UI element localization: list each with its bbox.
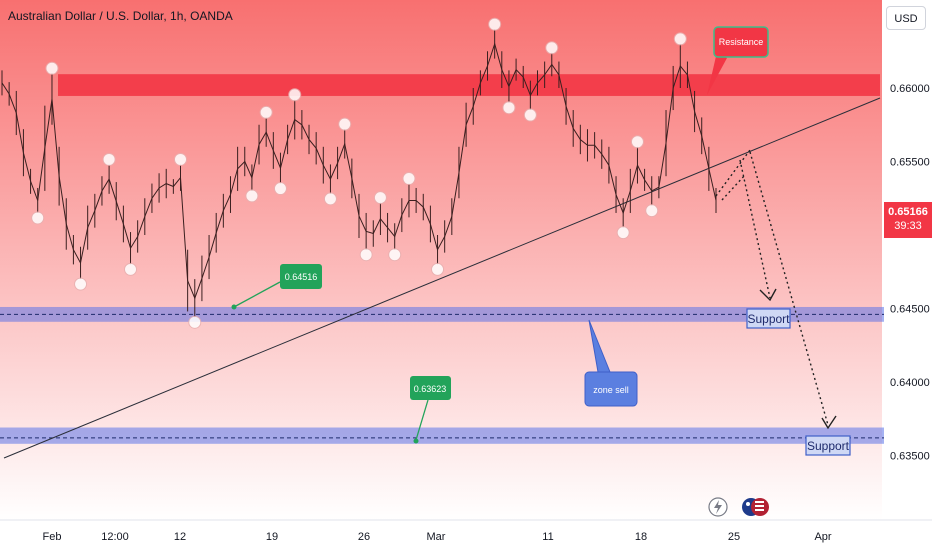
time-tick-label: Mar xyxy=(427,531,446,543)
pivot-high-marker xyxy=(545,41,559,55)
pivot-high-marker xyxy=(630,135,644,149)
pivot-low-marker xyxy=(245,189,259,203)
time-tick-label: Apr xyxy=(814,531,831,543)
time-axis-ticks: Feb 12:00 12 19 26 Mar 11 18 25 Apr xyxy=(43,531,832,543)
pivot-low-marker xyxy=(645,204,659,218)
currency-button[interactable]: USD xyxy=(886,6,926,30)
last-price: 0.65166 xyxy=(888,206,928,218)
price-tick-label: 0.64000 xyxy=(890,377,930,389)
pivot-high-marker xyxy=(174,152,187,166)
callout-resistance[interactable]: Resistance xyxy=(707,26,769,95)
pivot-high-marker xyxy=(288,88,302,102)
pivot-low-marker xyxy=(616,226,630,240)
price-path-layer xyxy=(1,29,717,318)
resistance-zone[interactable] xyxy=(58,74,880,96)
pivot-low-marker xyxy=(359,248,373,262)
pivot-markers xyxy=(31,17,687,329)
last-price-tag: 0.65166 39:33 xyxy=(884,202,932,238)
lightning-icon[interactable] xyxy=(708,497,728,517)
price-axis-background xyxy=(882,0,932,550)
time-tick-label: 19 xyxy=(266,531,278,543)
pivot-high-marker xyxy=(102,152,116,166)
price-tick-label: 0.64500 xyxy=(890,304,930,316)
pivot-high-marker xyxy=(488,17,502,31)
projection-arrows xyxy=(715,149,837,430)
pivot-low-marker xyxy=(502,101,516,115)
support-zone-2[interactable] xyxy=(0,427,884,444)
bar-countdown: 39:33 xyxy=(894,220,922,232)
price-tick-label: 0.65500 xyxy=(890,157,930,169)
callout-resistance-text: Resistance xyxy=(719,37,764,47)
pivot-high-marker xyxy=(45,61,59,75)
pivot-low-marker xyxy=(431,262,445,276)
callout-064516[interactable]: 0.64516 xyxy=(231,264,323,310)
pivot-low-marker xyxy=(273,182,287,196)
price-tick-label: 0.63500 xyxy=(890,451,930,463)
pivot-low-marker xyxy=(323,192,337,206)
pivot-low-marker xyxy=(124,262,138,276)
pivot-low-marker xyxy=(388,248,402,262)
callout-063623[interactable]: 0.63623 xyxy=(410,376,451,444)
time-axis-background xyxy=(0,520,932,550)
time-tick-label: 11 xyxy=(542,531,553,543)
time-tick-label: 26 xyxy=(358,531,370,543)
price-axis-ticks: 0.66000 0.65500 0.64500 0.64000 0.63500 xyxy=(890,83,930,463)
pivot-low-marker xyxy=(188,315,202,329)
pivot-high-marker xyxy=(402,172,416,186)
support-label-2[interactable]: Support xyxy=(805,435,851,456)
pivot-high-marker xyxy=(338,117,352,131)
pivot-low-marker xyxy=(31,211,45,225)
pivot-low-marker xyxy=(523,108,537,122)
time-tick-label: 25 xyxy=(728,531,740,543)
callout-063623-text: 0.63623 xyxy=(414,384,447,394)
support-label-1[interactable]: Support xyxy=(746,308,791,329)
pivot-high-marker xyxy=(259,105,273,119)
time-tick-label: Feb xyxy=(43,531,62,543)
support-label-1-text: Support xyxy=(747,312,790,326)
price-line xyxy=(1,42,717,300)
time-tick-label: 12 xyxy=(174,531,186,543)
time-tick-label: 12:00 xyxy=(101,531,129,543)
pivot-low-marker xyxy=(74,277,88,291)
pivot-high-marker xyxy=(373,191,387,205)
callout-zone-sell[interactable]: zone sell xyxy=(584,319,638,407)
time-tick-label: 18 xyxy=(635,531,647,543)
callout-064516-text: 0.64516 xyxy=(285,272,318,282)
support-label-2-text: Support xyxy=(807,439,850,453)
pivot-high-marker xyxy=(673,32,687,46)
chart-title: Australian Dollar / U.S. Dollar, 1h, OAN… xyxy=(8,9,233,23)
callout-zone-sell-text: zone sell xyxy=(593,385,629,395)
flag-icon[interactable] xyxy=(742,498,769,516)
zones-layer xyxy=(0,74,884,444)
trend-line[interactable] xyxy=(3,97,881,459)
price-tick-label: 0.66000 xyxy=(890,83,930,95)
